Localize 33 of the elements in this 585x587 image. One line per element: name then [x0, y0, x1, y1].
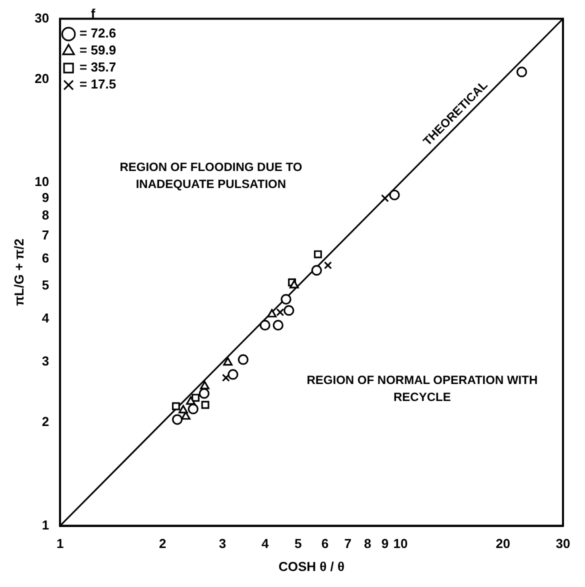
y-tick-label: 10 — [34, 174, 50, 190]
y-tick-label: 30 — [34, 10, 50, 26]
x-tick-label: 20 — [496, 536, 510, 552]
y-axis-title: πL/G + π/2 — [11, 238, 26, 306]
y-tick-label: 8 — [42, 207, 50, 222]
y-tick-label: 20 — [34, 70, 50, 86]
x-tick-label: 8 — [364, 536, 372, 552]
y-tick-label: 1 — [42, 517, 50, 532]
y-tick-label: 7 — [42, 227, 50, 242]
legend-label: = 35.7 — [80, 60, 116, 75]
x-tick-label: 5 — [294, 536, 302, 552]
x-tick-label: 1 — [56, 536, 64, 552]
annotation: REGION OF NORMAL OPERATION WITH RECYCLE — [306, 372, 538, 404]
x-tick-label: 2 — [158, 536, 166, 552]
annotation: REGION OF FLOODING DUE TO INADEQUATE PULSATION — [120, 160, 302, 191]
legend-label: = 59.9 — [80, 42, 116, 58]
x-tick-label: 4 — [261, 536, 270, 552]
x-tick-label: 10 — [393, 536, 408, 552]
x-tick-label: 7 — [344, 536, 352, 552]
y-tick-label: 2 — [42, 414, 50, 430]
legend-label: = 17.5 — [80, 76, 116, 92]
y-tick-label: 4 — [42, 310, 50, 326]
x-tick-label: 9 — [381, 536, 389, 552]
legend-label: = 72.6 — [80, 26, 116, 41]
x-axis-title: COSH θ / θ — [278, 558, 345, 574]
y-tick-label: 6 — [42, 250, 50, 266]
y-tick-label: 3 — [42, 354, 50, 369]
y-tick-label: 9 — [42, 190, 50, 205]
x-tick-label: 6 — [321, 536, 329, 552]
y-tick-label: 5 — [42, 277, 50, 292]
x-tick-label: 3 — [218, 536, 226, 552]
legend-title: f — [90, 6, 96, 22]
x-tick-label: 30 — [556, 536, 570, 552]
